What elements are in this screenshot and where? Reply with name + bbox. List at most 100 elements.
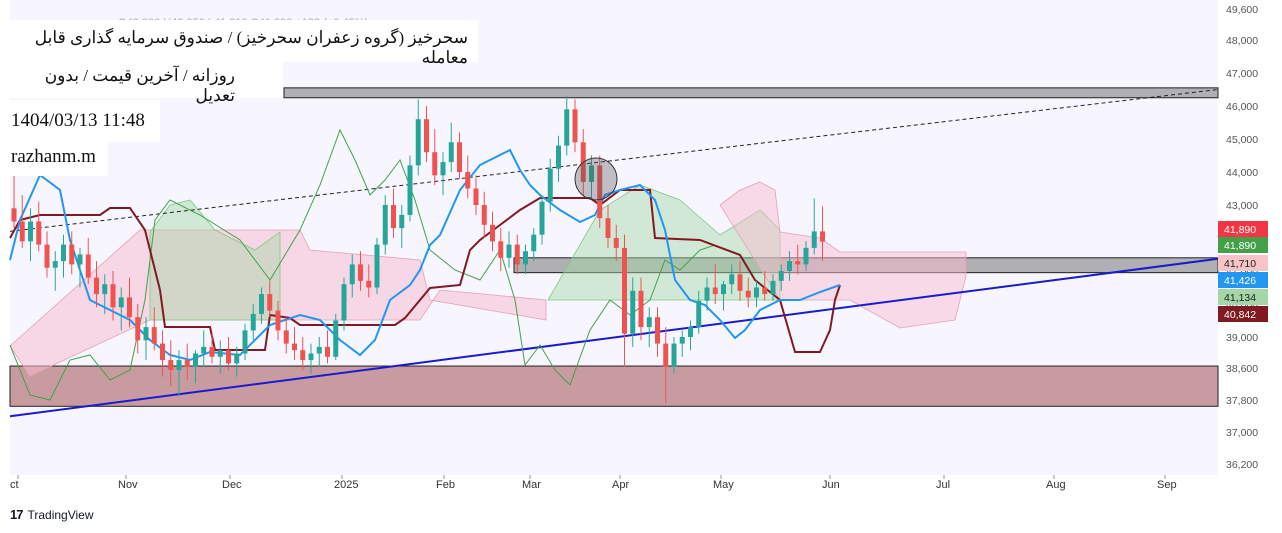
- candle-body: [94, 277, 99, 295]
- candle: [737, 261, 743, 301]
- candle-body: [506, 244, 512, 258]
- candle-body: [201, 346, 207, 354]
- candle-body: [61, 244, 66, 262]
- candle: [696, 290, 702, 334]
- candle: [630, 277, 636, 347]
- candle: [770, 274, 776, 301]
- y-tick-label: 36,200: [1226, 459, 1258, 471]
- candle-body: [432, 152, 438, 176]
- price-label-text: 41,710: [1224, 258, 1256, 270]
- candle: [292, 327, 297, 361]
- candle-body: [490, 224, 495, 242]
- candle: [176, 350, 182, 397]
- y-tick-label: 48,000: [1226, 35, 1258, 47]
- candle: [226, 337, 231, 370]
- candle-body: [308, 353, 314, 361]
- candle-body: [316, 346, 322, 354]
- candle: [267, 280, 273, 318]
- price-label: 41,426: [1218, 272, 1268, 288]
- x-tick-label: May: [713, 479, 734, 491]
- candle-body: [712, 287, 718, 295]
- tradingview-logo-icon: 17: [10, 507, 24, 522]
- candle-body: [745, 290, 751, 298]
- candle-body: [811, 231, 817, 248]
- y-tick-label: 47,000: [1226, 68, 1258, 80]
- candle-body: [407, 165, 413, 215]
- y-tick-label: 38,600: [1226, 363, 1258, 375]
- candle-body: [217, 350, 223, 357]
- candle-body: [473, 188, 479, 205]
- chart-subtitle: روزانه / آخرین قیمت / بدون تعدیل: [8, 62, 283, 105]
- candle: [193, 350, 198, 384]
- chart-title: سحرخیز (گروه زعفران سحرخیز) / صندوق سرما…: [8, 20, 478, 67]
- y-tick-label: 43,000: [1226, 200, 1258, 212]
- candle-body: [176, 360, 182, 370]
- candle: [646, 307, 652, 347]
- price-label-bg: [1218, 289, 1268, 305]
- candle-body: [19, 221, 25, 242]
- candle-body: [292, 343, 297, 351]
- candle: [432, 129, 438, 186]
- candle: [457, 132, 462, 179]
- candle-body: [193, 353, 198, 367]
- candle-body: [11, 208, 17, 222]
- candle: [572, 99, 578, 153]
- candle-body: [696, 300, 702, 328]
- candle-body: [267, 294, 273, 311]
- candle-body: [646, 317, 652, 328]
- price-label: 41,890: [1218, 221, 1268, 237]
- y-tick-label: 39,000: [1226, 332, 1258, 344]
- candle-body: [795, 261, 801, 265]
- y-tick-label: 49,600: [1226, 4, 1258, 16]
- candle: [729, 264, 735, 295]
- candle: [341, 277, 347, 331]
- price-label-text: 41,890: [1224, 240, 1256, 252]
- candle: [712, 264, 718, 304]
- candle-body: [391, 205, 396, 229]
- candle-body: [613, 238, 619, 248]
- candle-body: [514, 244, 520, 265]
- candle-body: [762, 287, 768, 295]
- lower-trendline: [9, 257, 1219, 418]
- candle: [721, 280, 726, 311]
- candle-body: [539, 201, 545, 235]
- y-tick-label: 44,000: [1226, 167, 1258, 179]
- y-tick-label: 37,800: [1226, 395, 1258, 407]
- candle-body: [36, 221, 42, 245]
- candle: [201, 330, 207, 367]
- candle-body: [440, 162, 446, 176]
- candle: [407, 155, 413, 222]
- candle-body: [44, 244, 50, 268]
- candle-body: [663, 343, 669, 367]
- price-label-text: 41,426: [1224, 275, 1256, 287]
- price-label-bg: [1218, 272, 1268, 288]
- candle: [424, 106, 429, 163]
- candle: [440, 152, 446, 196]
- candle: [415, 99, 421, 176]
- candle: [820, 206, 825, 261]
- y-tick-label: 45,000: [1226, 134, 1258, 146]
- kijun-sen: [9, 189, 841, 353]
- x-tick-label: Aug: [1046, 479, 1066, 491]
- candle-body: [341, 284, 347, 321]
- brand-label: TradingView: [27, 507, 94, 522]
- x-tick-label: Sep: [1157, 479, 1177, 491]
- candle-body: [721, 284, 726, 295]
- candle: [135, 304, 141, 354]
- candle-body: [572, 109, 578, 143]
- price-label-bg: [1218, 306, 1268, 322]
- candle: [259, 287, 264, 324]
- chart-timestamp: 1404/03/13 11:48: [8, 100, 160, 142]
- candle-body: [143, 327, 149, 341]
- candle: [589, 155, 594, 199]
- candle-body: [729, 274, 735, 285]
- candle-body: [605, 218, 611, 238]
- candle-body: [333, 320, 339, 357]
- x-tick-label: Feb: [436, 479, 455, 491]
- tradingview-footer[interactable]: 17 TradingView: [10, 507, 94, 522]
- candle: [778, 264, 784, 291]
- price-label: 41,890: [1218, 237, 1268, 253]
- candle-body: [69, 244, 75, 265]
- candle-body: [671, 343, 677, 367]
